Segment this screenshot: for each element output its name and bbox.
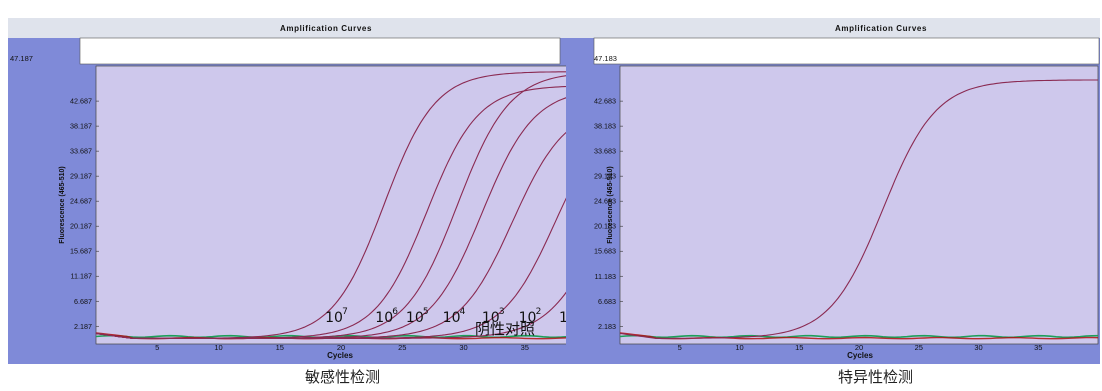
left-y-top-label: 47.187 — [10, 54, 33, 63]
right-panel: Amplification Curves 47.183 42.683 38.183… — [566, 18, 1100, 364]
left-header-strip — [79, 37, 561, 65]
right-x-tick-label: 30 — [974, 343, 982, 352]
right-x-tick-label: 15 — [795, 343, 803, 352]
left-x-tick-label: 20 — [337, 343, 345, 352]
left-x-tick-label: 25 — [398, 343, 406, 352]
left-x-tick-label: 15 — [276, 343, 284, 352]
right-plot-area — [619, 65, 1099, 345]
series-label-1-base: 10 — [325, 310, 343, 326]
left-y-tick-label: 6.687 — [74, 297, 92, 306]
series-label-3-base: 10 — [406, 310, 424, 326]
left-x-axis-label: Cycles — [327, 351, 353, 360]
right-y-tick-label: 2.183 — [598, 322, 616, 331]
left-x-tick-label: 30 — [459, 343, 467, 352]
right-negative-baseline — [619, 334, 1099, 339]
series-label-5-exponent: 3 — [499, 307, 505, 317]
right-y-tick-label: 29.183 — [594, 172, 616, 181]
left-y-tick-label: 24.687 — [70, 197, 92, 206]
series-label-2-base: 10 — [375, 310, 393, 326]
series-label-6-base: 10 — [519, 310, 537, 326]
right-y-ticks: 42.683 38.183 33.683 29.183 24.683 20.183 15.6… — [594, 97, 623, 331]
right-x-ticks: 510152025303540 — [678, 343, 1043, 352]
series-label-4-exponent: 4 — [460, 307, 466, 317]
left-title-bar — [8, 18, 589, 38]
right-x-tick-label: 20 — [855, 343, 863, 352]
left-curves — [95, 71, 587, 340]
left-y-axis-label: Fluorescence (465-510) — [59, 166, 66, 243]
right-y-tick-label: 24.683 — [594, 197, 616, 206]
series-label-6-exponent: 2 — [536, 307, 542, 317]
series-label-2-exponent: 6 — [392, 307, 398, 317]
right-x-tick-label: 5 — [678, 343, 682, 352]
right-y-tick-label: 20.183 — [594, 222, 616, 231]
right-chart-title: Amplification Curves — [835, 24, 927, 33]
right-header-strip — [593, 37, 1100, 65]
right-title-bar — [566, 18, 1100, 38]
right-x-tick-label: 35 — [1034, 343, 1042, 352]
right-y-axis-label: Fluorescence (465-510) — [607, 166, 614, 243]
series-label-1-exponent: 7 — [342, 307, 348, 317]
right-y-tick-label: 42.683 — [594, 97, 616, 106]
right-amplification-curve-1 — [619, 79, 1098, 339]
left-panel: Amplification Curves 47.187 42.687 38.187… — [8, 18, 602, 364]
right-x-axis-label: Cycles — [847, 351, 873, 360]
left-y-tick-label: 38.187 — [70, 122, 92, 131]
left-x-tick-label: 35 — [521, 343, 529, 352]
right-curves — [619, 79, 1099, 340]
left-y-tick-label: 2.187 — [74, 322, 92, 331]
left-y-tick-label: 33.687 — [70, 147, 92, 156]
series-label-5-base: 10 — [482, 310, 500, 326]
right-x-tick-label: 25 — [915, 343, 923, 352]
left-amplification-curve-7 — [95, 259, 587, 339]
left-y-tick-label: 29.187 — [70, 172, 92, 181]
right-y-tick-label: 15.683 — [594, 247, 616, 256]
right-y-top-label: 47.183 — [594, 54, 617, 63]
series-label-4-base: 10 — [443, 310, 461, 326]
left-y-tick-label: 15.687 — [70, 247, 92, 256]
left-chart-title: Amplification Curves — [280, 24, 372, 33]
left-y-tick-label: 20.187 — [70, 222, 92, 231]
negative-control-label: 阴性对照 — [475, 320, 535, 338]
right-y-tick-label: 11.183 — [595, 272, 616, 281]
right-y-tick-label: 33.683 — [594, 147, 616, 156]
right-x-tick-label: 10 — [735, 343, 743, 352]
caption-specificity: 特异性检测 — [838, 368, 914, 386]
left-plot-area — [95, 65, 587, 345]
right-y-tick-label: 6.683 — [598, 297, 616, 306]
left-y-ticks: 42.687 38.187 33.687 29.187 24.687 20.187 15.6… — [70, 97, 99, 331]
left-y-tick-label: 42.687 — [70, 97, 92, 106]
left-x-tick-label: 10 — [214, 343, 222, 352]
caption-sensitivity: 敏感性检测 — [305, 368, 381, 386]
series-label-3-exponent: 5 — [423, 307, 429, 317]
left-y-tick-label: 11.187 — [71, 272, 92, 281]
left-x-tick-label: 5 — [155, 343, 159, 352]
right-y-tick-label: 38.183 — [594, 122, 616, 131]
